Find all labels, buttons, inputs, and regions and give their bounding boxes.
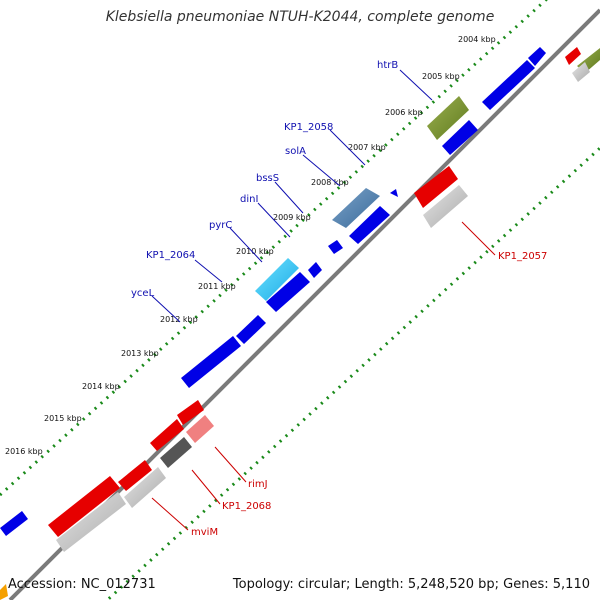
map-title: Klebsiella pneumoniae NTUH-K2044, comple… xyxy=(105,9,495,25)
gene-label-bssS[interactable]: bssS xyxy=(256,173,279,184)
tick-label: 2016 kbp xyxy=(5,447,43,456)
gene-yceL-arrow[interactable] xyxy=(266,272,310,312)
gene-KP1_2058-arrow[interactable] xyxy=(442,120,478,155)
gene-label-pyrC[interactable]: pyrC xyxy=(209,220,232,231)
gene-mviM-arrow[interactable] xyxy=(48,476,120,537)
tick-label: 2012 kbp xyxy=(160,315,198,324)
gene-forward-arrow[interactable] xyxy=(308,262,322,278)
gene-forward-arrow[interactable] xyxy=(236,315,266,344)
reverse-strand-genes xyxy=(48,47,600,552)
gene-label-KP1_2057[interactable]: KP1_2057 xyxy=(498,251,547,262)
tick-label: 2013 kbp xyxy=(121,349,159,358)
tick-label: 2004 kbp xyxy=(458,35,496,44)
gene-label-htrB[interactable]: htrB xyxy=(377,60,398,71)
reverse-gene-labels: KP1_2057 rimJ KP1_2068 mviM xyxy=(151,221,547,538)
gene-KP1_2064-arrow[interactable] xyxy=(255,258,299,301)
gene-forward-arrow[interactable] xyxy=(0,511,28,536)
gene-htrB-arrow[interactable] xyxy=(427,96,469,140)
gene-reverse-grey-arrow xyxy=(572,62,590,82)
tick-label: 2011 kbp xyxy=(198,282,236,291)
tick-label: 2007 kbp xyxy=(348,143,386,152)
tick-label: 2014 kbp xyxy=(82,382,120,391)
gc-dotted-track-outer xyxy=(0,0,549,497)
tick-label: 2010 kbp xyxy=(236,247,274,256)
accession-text: Accession: NC_012731 xyxy=(8,577,156,592)
gene-label-KP1_2058[interactable]: KP1_2058 xyxy=(284,122,333,133)
gene-reverse-arrow[interactable] xyxy=(118,460,152,491)
gene-bssS-arrow[interactable] xyxy=(349,206,390,244)
gene-KP1_2068-arrow[interactable] xyxy=(150,419,184,451)
tick-label: 2015 kbp xyxy=(44,414,82,423)
gene-forward-arrow[interactable] xyxy=(528,47,546,66)
gene-label-yceL[interactable]: yceL xyxy=(131,288,155,299)
gene-label-KP1_2064[interactable]: KP1_2064 xyxy=(146,250,195,261)
gene-reverse-shadow xyxy=(124,467,166,508)
forward-gene-labels: htrB KP1_2058 solA bssS dinI pyrC KP1_20… xyxy=(131,60,433,323)
gene-reverse-arrow[interactable] xyxy=(565,47,581,65)
gene-pyrC-arrow[interactable] xyxy=(328,240,343,254)
gene-forward-arrow[interactable] xyxy=(181,336,241,388)
tick-label: 2006 kbp xyxy=(385,108,423,117)
gene-label-solA[interactable]: solA xyxy=(285,146,306,157)
tick-label: 2009 kbp xyxy=(273,213,311,222)
gene-label-mviM[interactable]: mviM xyxy=(191,527,218,538)
gene-dinI-arrow[interactable] xyxy=(390,189,398,197)
gene-mviM-shadow xyxy=(56,492,126,552)
genome-summary-text: Topology: circular; Length: 5,248,520 bp… xyxy=(232,577,590,592)
gene-rimJ-shadow xyxy=(186,415,214,443)
gene-label-KP1_2068[interactable]: KP1_2068 xyxy=(222,501,271,512)
gene-rimJ-arrow[interactable] xyxy=(177,400,204,425)
gene-KP1_2057-arrow[interactable] xyxy=(414,166,458,208)
forward-strand-genes xyxy=(0,47,546,536)
navigation-marker-icon[interactable] xyxy=(0,584,8,600)
gene-label-rimJ[interactable]: rimJ xyxy=(248,479,268,490)
gene-solA-arrow[interactable] xyxy=(332,188,380,228)
gene-label-dinI[interactable]: dinI xyxy=(240,194,258,205)
kbp-ticks: 2004 kbp 2005 kbp 2006 kbp 2007 kbp 2008… xyxy=(5,35,496,456)
gene-KP1_2068-shadow xyxy=(160,437,192,468)
tick-label: 2008 kbp xyxy=(311,178,349,187)
gene-forward-arrow[interactable] xyxy=(482,60,535,110)
tick-label: 2005 kbp xyxy=(422,72,460,81)
gene-KP1_2057-shadow xyxy=(423,185,468,228)
